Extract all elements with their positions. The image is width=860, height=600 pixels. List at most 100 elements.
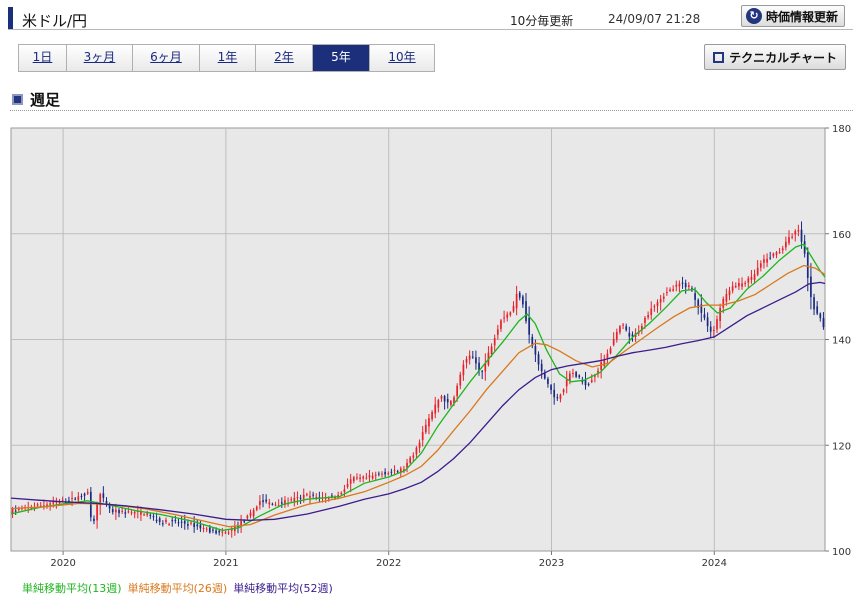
candle-down xyxy=(528,317,531,335)
candle-up xyxy=(259,501,261,505)
candle-up xyxy=(594,375,596,377)
series-line-ma13 xyxy=(10,243,826,532)
candle-up xyxy=(340,492,343,495)
candle-up xyxy=(763,259,765,263)
y-axis-labels: 100 120 140 160 180 xyxy=(825,124,851,558)
candle-up xyxy=(315,497,318,499)
candle-up xyxy=(744,282,747,284)
candle-down xyxy=(694,293,696,300)
candle-down xyxy=(187,524,189,526)
candle-up xyxy=(146,513,149,515)
candle-down xyxy=(384,471,386,475)
candle-down xyxy=(625,326,628,331)
candle-up xyxy=(484,362,487,372)
candle-down xyxy=(105,501,108,505)
candle-up xyxy=(615,331,618,340)
tab-3-months[interactable]: 3ヶ月 xyxy=(67,45,133,71)
candle-up xyxy=(368,475,371,478)
candle-up xyxy=(659,298,662,303)
candle-up xyxy=(205,528,208,530)
candle-down xyxy=(171,520,174,522)
candle-up xyxy=(309,495,311,498)
candle-down xyxy=(543,372,546,379)
candle-up xyxy=(165,519,167,523)
candle-down xyxy=(180,521,183,523)
square-bullet-icon xyxy=(12,94,23,105)
candle-up xyxy=(421,432,424,441)
candle-up xyxy=(30,507,33,509)
candle-up xyxy=(365,477,368,479)
section-divider xyxy=(10,110,853,111)
candle-down xyxy=(813,297,815,310)
refresh-icon: ↻ xyxy=(745,8,762,24)
candle-up xyxy=(609,348,612,354)
candle-up xyxy=(450,401,452,405)
candle-down xyxy=(556,397,559,399)
candle-up xyxy=(406,462,408,468)
y-tick-label: 140 xyxy=(832,336,851,347)
x-tick-label: 2024 xyxy=(702,558,727,569)
candle-up xyxy=(168,524,170,526)
candle-up xyxy=(99,494,102,506)
candle-up xyxy=(415,447,418,455)
candle-down xyxy=(396,471,399,473)
candle-down xyxy=(89,491,92,518)
candle-up xyxy=(669,289,671,291)
candle-down xyxy=(703,314,706,318)
candle-down xyxy=(193,523,196,528)
candle-down xyxy=(522,296,524,305)
candle-down xyxy=(709,326,712,332)
candle-up xyxy=(647,315,649,318)
candle-up xyxy=(722,298,725,308)
candle-down xyxy=(102,493,105,498)
candle-up xyxy=(612,339,615,345)
tab-5-years[interactable]: 5年 xyxy=(313,45,370,71)
legend-ma-13: 単純移動平均(13週) xyxy=(22,582,122,595)
chart-legend: 単純移動平均(13週) 単純移動平均(26週) 単純移動平均(52週) xyxy=(22,580,333,596)
candle-up xyxy=(600,362,603,370)
candle-down xyxy=(155,519,158,522)
candle-up xyxy=(133,511,136,514)
candle-up xyxy=(650,308,653,315)
candle-up xyxy=(77,496,80,501)
candle-up xyxy=(327,498,330,500)
candle-down xyxy=(183,520,186,524)
technical-chart-label: テクニカルチャート xyxy=(729,50,837,65)
candle-down xyxy=(208,527,211,533)
candle-down xyxy=(684,283,687,288)
candle-up xyxy=(772,253,775,257)
tab-1-day[interactable]: 1日 xyxy=(19,45,67,71)
tab-1-year[interactable]: 1年 xyxy=(200,45,256,71)
x-tick-label: 2021 xyxy=(213,558,238,569)
candle-up xyxy=(500,320,502,329)
x-tick-label: 2020 xyxy=(50,558,75,569)
technical-chart-button[interactable]: テクニカルチャート xyxy=(704,44,846,70)
tab-10-years[interactable]: 10年 xyxy=(370,45,434,71)
candle-up xyxy=(728,290,731,296)
candle-up xyxy=(622,324,624,326)
update-interval-text: 10分毎更新 xyxy=(510,14,574,28)
candle-up xyxy=(17,508,20,510)
candle-down xyxy=(575,372,577,377)
candle-up xyxy=(230,528,233,531)
refresh-quote-button[interactable]: ↻ 時価情報更新 xyxy=(740,5,845,27)
candle-down xyxy=(443,396,446,402)
candle-up xyxy=(496,329,499,335)
candle-up xyxy=(656,302,659,306)
legend-ma-52: 単純移動平均(52週) xyxy=(233,582,333,595)
tab-2-years[interactable]: 2年 xyxy=(256,45,313,71)
tab-6-months[interactable]: 6ヶ月 xyxy=(133,45,200,71)
candle-down xyxy=(199,524,202,529)
candle-up xyxy=(741,283,743,287)
candle-down xyxy=(446,398,449,403)
candle-down xyxy=(547,378,549,384)
header-accent-bar xyxy=(8,7,13,29)
candle-down xyxy=(14,510,17,512)
candle-up xyxy=(716,319,718,330)
candle-up xyxy=(61,499,64,501)
candle-down xyxy=(196,524,199,527)
candle-down xyxy=(331,495,333,497)
candle-up xyxy=(490,346,493,355)
candle-down xyxy=(822,318,825,328)
candle-down xyxy=(525,301,527,322)
